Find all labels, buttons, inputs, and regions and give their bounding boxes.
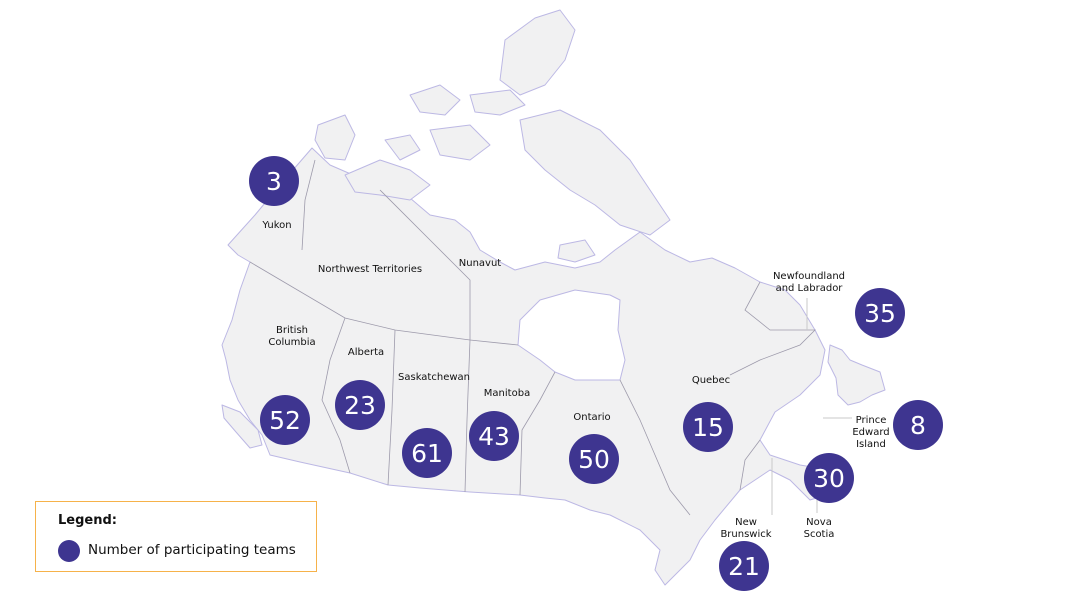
yukon-nwt-border xyxy=(301,159,316,251)
mainland-canada xyxy=(221,147,841,586)
bubble-ns: 30 xyxy=(804,453,854,503)
banks-island xyxy=(314,114,356,161)
label-bc: British Columbia xyxy=(268,325,316,348)
victoria-island xyxy=(344,159,431,201)
legend-item-label: Number of participating teams xyxy=(88,542,296,558)
bc-alberta-border xyxy=(321,317,351,474)
label-nl: Newfoundland and Labrador xyxy=(772,271,846,294)
alberta-sask-border xyxy=(387,329,396,486)
devon-island xyxy=(469,89,526,116)
ontario-quebec-border xyxy=(619,379,691,516)
label-alberta: Alberta xyxy=(347,347,385,358)
bubble-alberta: 23 xyxy=(335,380,385,430)
nwt-nunavut-border xyxy=(379,189,471,340)
bubble-manitoba: 43 xyxy=(469,411,519,461)
label-nwt: Northwest Territories xyxy=(317,264,423,275)
label-quebec: Quebec xyxy=(691,375,731,386)
bubble-sask: 61 xyxy=(402,428,452,478)
bubble-bc: 52 xyxy=(260,395,310,445)
legend-circle-icon xyxy=(58,540,80,562)
bubble-ontario: 50 xyxy=(569,434,619,484)
vancouver-island xyxy=(221,404,263,449)
bubble-nl: 35 xyxy=(855,288,905,338)
label-ns: Nova Scotia xyxy=(803,517,835,540)
bubble-yukon: 3 xyxy=(249,156,299,206)
ellesmere-island xyxy=(499,9,576,96)
bubble-quebec: 15 xyxy=(683,402,733,452)
southampton-island xyxy=(557,239,596,263)
bubble-pei: 8 xyxy=(893,400,943,450)
label-nb: New Brunswick xyxy=(720,517,772,540)
quebec-labrador-border xyxy=(729,281,816,376)
manitoba-ontario-border xyxy=(519,371,556,496)
arctic-islands xyxy=(384,84,491,161)
label-nunavut: Nunavut xyxy=(458,258,502,269)
label-sask: Saskatchewan xyxy=(398,372,470,383)
quebec-nb-border xyxy=(739,439,761,491)
label-ontario: Ontario xyxy=(573,412,611,423)
bubble-nb: 21 xyxy=(719,541,769,591)
newfoundland-island xyxy=(827,344,886,406)
sask-manitoba-border xyxy=(464,339,471,493)
label-pei: Prince Edward Island xyxy=(852,415,890,450)
legend: Legend: Number of participating teams xyxy=(35,501,317,572)
legend-title: Legend: xyxy=(58,513,117,528)
label-manitoba: Manitoba xyxy=(483,388,531,399)
baffin-island xyxy=(519,109,671,236)
label-yukon: Yukon xyxy=(262,220,292,231)
